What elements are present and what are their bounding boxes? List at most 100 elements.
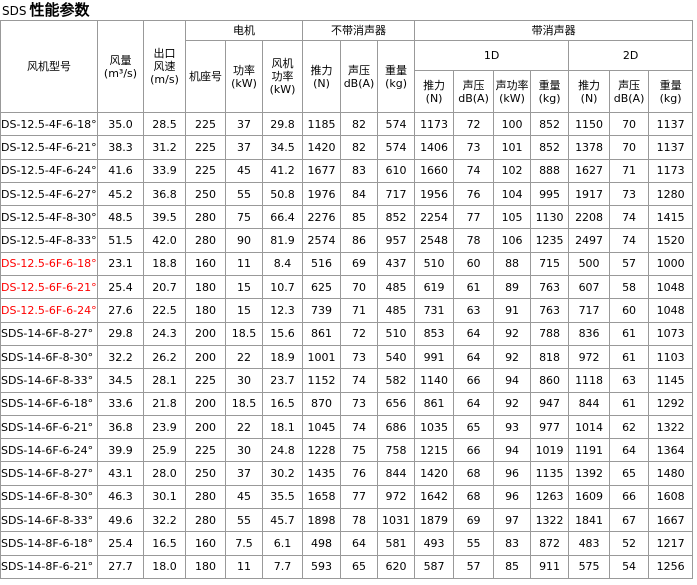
value-cell: 1879 bbox=[414, 508, 455, 533]
value-cell: 68 bbox=[453, 484, 495, 510]
value-cell: 607 bbox=[568, 275, 611, 300]
value-cell: 1215 bbox=[414, 438, 455, 463]
value-cell: 16.5 bbox=[261, 391, 304, 416]
value-cell: 29.8 bbox=[97, 321, 144, 346]
value-cell: 280 bbox=[185, 508, 226, 533]
value-cell: 2208 bbox=[568, 205, 611, 230]
value-cell: 74 bbox=[609, 205, 650, 230]
value-cell: 83 bbox=[493, 531, 532, 556]
value-cell: 70 bbox=[609, 111, 650, 137]
value-cell: 1480 bbox=[648, 461, 694, 486]
model-cell: DS-12.5-4F-8-30° bbox=[0, 205, 98, 230]
value-cell: 1048 bbox=[648, 275, 694, 300]
table-row: SDS-14-6F-6-18° 33.6 21.8 200 18.5 16.5 870 73 6… bbox=[0, 391, 694, 416]
value-cell: 57 bbox=[453, 554, 495, 579]
value-cell: 225 bbox=[185, 111, 226, 137]
value-cell: 55 bbox=[225, 181, 263, 207]
model-cell: DS-12.5-4F-6-18° bbox=[0, 111, 98, 137]
value-cell: 20.7 bbox=[143, 275, 186, 300]
value-cell: 25.4 bbox=[97, 275, 144, 300]
value-cell: 1667 bbox=[648, 508, 694, 533]
value-cell: 37 bbox=[225, 461, 263, 486]
value-cell: 250 bbox=[185, 461, 226, 486]
value-cell: 1660 bbox=[414, 158, 455, 183]
header-cell: 不带消声器 bbox=[302, 20, 416, 41]
model-cell: SDS-14-8F-6-21° bbox=[0, 554, 98, 579]
table-row: DS-12.5-6F-6-21° 25.4 20.7 180 15 10.7 625 70 48… bbox=[0, 275, 694, 300]
value-cell: 717 bbox=[568, 298, 611, 323]
header-cell: 机座号 bbox=[185, 40, 226, 113]
value-cell: 55 bbox=[225, 508, 263, 533]
table-row: SDS-14-6F-8-27° 43.1 28.0 250 37 30.2 1435 76 84… bbox=[0, 461, 694, 486]
value-cell: 1073 bbox=[648, 321, 694, 346]
title-prefix: SDS bbox=[2, 4, 27, 18]
value-cell: 73 bbox=[340, 391, 379, 416]
value-cell: 1048 bbox=[648, 298, 694, 323]
value-cell: 25.4 bbox=[97, 531, 144, 556]
value-cell: 93 bbox=[493, 414, 532, 440]
value-cell: 75 bbox=[225, 205, 263, 230]
value-cell: 18.8 bbox=[143, 251, 186, 277]
value-cell: 844 bbox=[377, 461, 416, 486]
value-cell: 89 bbox=[493, 275, 532, 300]
value-cell: 1642 bbox=[414, 484, 455, 510]
value-cell: 1152 bbox=[302, 368, 342, 393]
value-cell: 66 bbox=[453, 438, 495, 463]
value-cell: 180 bbox=[185, 554, 226, 579]
value-cell: 94 bbox=[493, 438, 532, 463]
value-cell: 71 bbox=[609, 158, 650, 183]
value-cell: 31.2 bbox=[143, 135, 186, 160]
value-cell: 35.5 bbox=[261, 484, 304, 510]
value-cell: 37 bbox=[225, 135, 263, 160]
value-cell: 69 bbox=[453, 508, 495, 533]
value-cell: 49.6 bbox=[97, 508, 144, 533]
value-cell: 860 bbox=[530, 368, 570, 393]
value-cell: 46.3 bbox=[97, 484, 144, 510]
value-cell: 28.1 bbox=[143, 368, 186, 393]
value-cell: 1609 bbox=[568, 484, 611, 510]
value-cell: 63 bbox=[609, 368, 650, 393]
value-cell: 72 bbox=[453, 111, 495, 137]
model-cell: DS-12.5-4F-6-24° bbox=[0, 158, 98, 183]
model-cell: SDS-14-6F-8-27° bbox=[0, 461, 98, 486]
value-cell: 74 bbox=[340, 414, 379, 440]
value-cell: 739 bbox=[302, 298, 342, 323]
value-cell: 57 bbox=[609, 251, 650, 277]
header-cell: 功率 (kW) bbox=[225, 40, 263, 113]
value-cell: 27.6 bbox=[97, 298, 144, 323]
value-cell: 625 bbox=[302, 275, 342, 300]
table-row: SDS-14-6F-8-27° 29.8 24.3 200 18.5 15.6 861 72 5… bbox=[0, 321, 694, 346]
value-cell: 977 bbox=[530, 414, 570, 440]
value-cell: 280 bbox=[185, 484, 226, 510]
value-cell: 25.9 bbox=[143, 438, 186, 463]
value-cell: 540 bbox=[377, 344, 416, 370]
header-cell: 风机 功率 (kW) bbox=[261, 40, 304, 113]
value-cell: 1627 bbox=[568, 158, 611, 183]
value-cell: 33.9 bbox=[143, 158, 186, 183]
value-cell: 73 bbox=[453, 135, 495, 160]
value-cell: 852 bbox=[377, 205, 416, 230]
header-cell: 声压 dB(A) bbox=[340, 40, 379, 113]
value-cell: 92 bbox=[493, 391, 532, 416]
value-cell: 43.1 bbox=[97, 461, 144, 486]
value-cell: 42.0 bbox=[143, 228, 186, 253]
header-cell: 推力 (N) bbox=[302, 40, 342, 113]
model-cell: DS-12.5-6F-6-21° bbox=[0, 275, 98, 300]
value-cell: 1217 bbox=[648, 531, 694, 556]
table-row: SDS-14-6F-8-30° 32.2 26.2 200 22 18.9 1001 73 54… bbox=[0, 344, 694, 370]
value-cell: 15.6 bbox=[261, 321, 304, 346]
value-cell: 11 bbox=[225, 554, 263, 579]
value-cell: 610 bbox=[377, 158, 416, 183]
value-cell: 763 bbox=[530, 275, 570, 300]
value-cell: 575 bbox=[568, 554, 611, 579]
value-cell: 70 bbox=[609, 135, 650, 160]
value-cell: 74 bbox=[340, 368, 379, 393]
value-cell: 18.1 bbox=[261, 414, 304, 440]
value-cell: 485 bbox=[377, 298, 416, 323]
model-cell: SDS-14-6F-8-30° bbox=[0, 484, 98, 510]
value-cell: 250 bbox=[185, 181, 226, 207]
table-row: SDS-14-6F-8-30° 46.3 30.1 280 45 35.5 1658 77 97… bbox=[0, 484, 694, 510]
value-cell: 872 bbox=[530, 531, 570, 556]
value-cell: 1292 bbox=[648, 391, 694, 416]
table-row: SDS-14-8F-6-21° 27.7 18.0 180 11 7.7 593 65 620 5… bbox=[0, 554, 694, 579]
